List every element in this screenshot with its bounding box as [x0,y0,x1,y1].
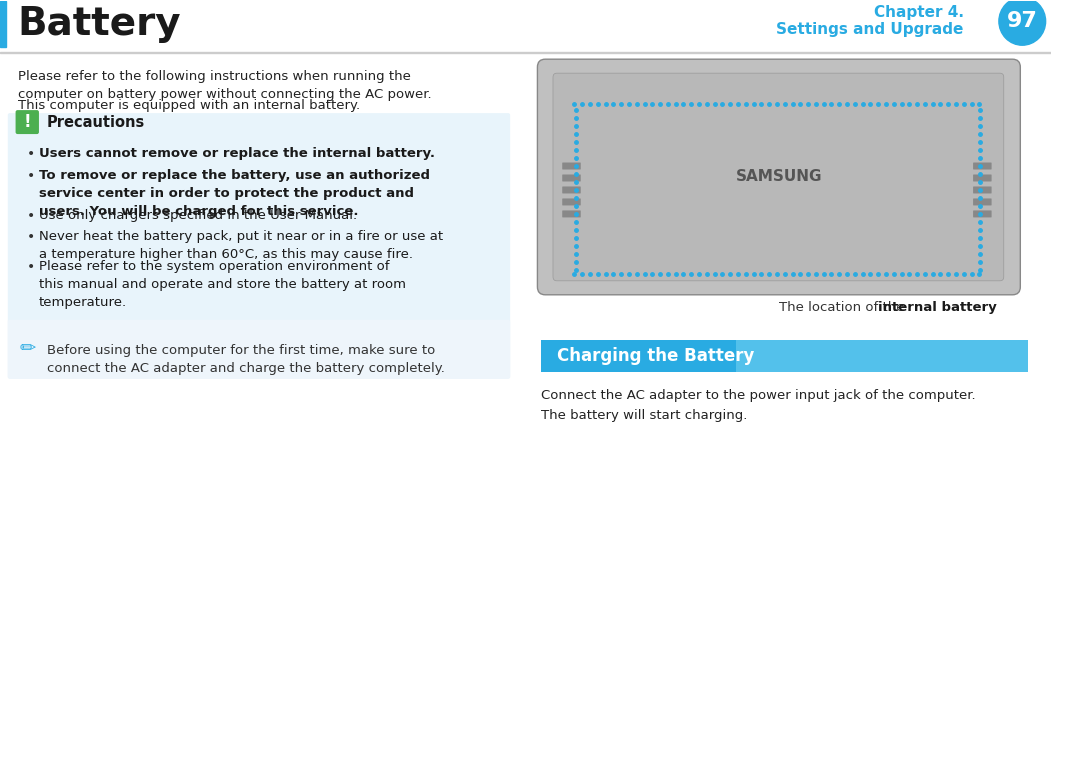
FancyBboxPatch shape [541,339,1028,372]
FancyBboxPatch shape [563,175,581,182]
Text: •: • [27,169,36,183]
Text: Settings and Upgrade: Settings and Upgrade [777,21,963,37]
Text: •: • [27,147,36,161]
FancyBboxPatch shape [737,339,1028,372]
Text: The battery will start charging.: The battery will start charging. [541,408,747,421]
FancyBboxPatch shape [563,211,581,218]
FancyBboxPatch shape [15,110,39,134]
Bar [0,2,5,47]
FancyBboxPatch shape [563,186,581,194]
Text: Never heat the battery pack, put it near or in a fire or use at
a temperature hi: Never heat the battery pack, put it near… [39,230,443,261]
FancyBboxPatch shape [563,162,581,169]
Text: Precautions: Precautions [46,115,145,129]
FancyBboxPatch shape [973,198,991,205]
FancyBboxPatch shape [8,113,510,378]
Text: •: • [27,209,36,223]
FancyBboxPatch shape [538,59,1021,295]
Text: Battery: Battery [17,5,181,43]
FancyBboxPatch shape [973,211,991,218]
Text: •: • [27,230,36,244]
Text: •: • [27,260,36,274]
Circle shape [999,0,1045,45]
Text: SAMSUNG: SAMSUNG [735,169,822,185]
Text: Use only chargers specified in the User Manual.: Use only chargers specified in the User … [39,209,357,222]
Text: Chapter 4.: Chapter 4. [874,5,963,20]
FancyBboxPatch shape [973,162,991,169]
FancyBboxPatch shape [553,74,1003,281]
Text: internal battery: internal battery [878,301,997,314]
Text: Connect the AC adapter to the power input jack of the computer.: Connect the AC adapter to the power inpu… [541,388,976,401]
Bar [0,51,1052,53]
Text: To remove or replace the battery, use an authorized
service center in order to p: To remove or replace the battery, use an… [39,169,430,218]
Text: ✏: ✏ [19,339,36,358]
FancyBboxPatch shape [973,186,991,194]
Text: Before using the computer for the first time, make sure to
connect the AC adapte: Before using the computer for the first … [46,344,445,375]
Text: The location of the: The location of the [779,301,908,314]
Text: Users cannot remove or replace the internal battery.: Users cannot remove or replace the inter… [39,147,435,160]
Text: !: ! [24,113,31,131]
FancyBboxPatch shape [8,319,510,378]
Text: Please refer to the following instructions when running the
computer on battery : Please refer to the following instructio… [17,70,431,101]
Text: Charging the Battery: Charging the Battery [557,347,754,365]
FancyBboxPatch shape [973,175,991,182]
Text: This computer is equipped with an internal battery.: This computer is equipped with an intern… [17,99,360,112]
Text: 97: 97 [1007,11,1038,31]
FancyBboxPatch shape [563,198,581,205]
Text: Please refer to the system operation environment of
this manual and operate and : Please refer to the system operation env… [39,260,406,309]
